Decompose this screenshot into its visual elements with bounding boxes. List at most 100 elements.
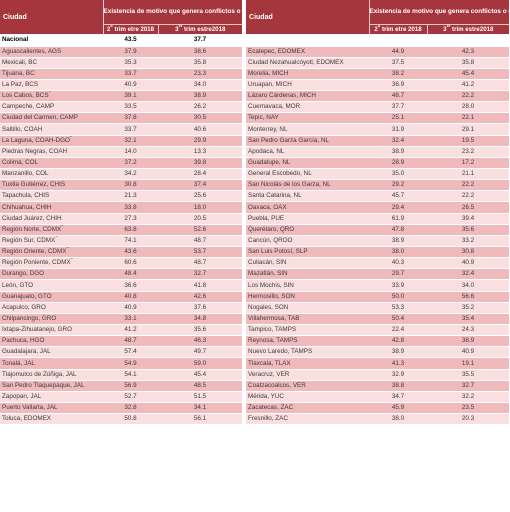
column-separator [242,291,247,303]
table-row: Puerto Vallarta, JAL 32.8 34.1 Zacatecas, Z… [0,402,510,415]
right-q2-value: 45.7 [369,190,428,203]
table-row: Tapachula, CHIS 21.3 25.6 Santa Catarina, N… [0,190,510,203]
right-q3-header: 3er trim estre2018 [426,24,510,34]
right-q3-value: 42.3 [427,46,510,58]
column-separator [242,346,247,359]
right-city-name: Tampico, TAMPS [246,324,370,337]
column-separator [242,402,247,415]
right-city-name: Nuevo Laredo, TAMPS [246,346,370,359]
right-q2-value: 61.9 [369,213,428,225]
right-q2-value: 50.0 [369,291,428,303]
city-name-text: Cuernavaca, MOR [248,103,301,111]
national-right-blank [427,34,510,47]
column-separator [242,335,247,348]
left-q2-header: 2o trim etre 2018 [102,24,158,34]
table-row: Zapopan, JAL 52.7 51.5 Mérida, YUC 34.7 32.2 [0,391,510,404]
city-name-text: Coatzacoalcos, VER [248,381,306,389]
table-row: Ixtapa-Zihuatanejo, GRO 41.2 35.6 Tampico, … [0,324,510,337]
table-row: Región Poniente, CDMX6 60.6 48.7 Culiacán, … [0,257,510,270]
conflict-motive-table: Ciudad Existencia de motivo que genera c… [0,0,510,426]
left-q2-value: 32.8 [103,402,158,415]
left-q3-value: 53.7 [158,246,243,259]
left-q3-value: 48.7 [158,235,243,248]
left-city-name: Chihuahua, CHIH [0,201,103,214]
left-city-name: La Laguna, COAH-DGO2 [0,135,103,147]
right-q3-value: 19.5 [427,135,510,147]
left-q2-value: 40.8 [103,291,158,303]
national-right-blank [369,34,428,47]
city-name-text: Nogales, SON [248,303,289,311]
city-name-text: Tlajomulco de Zúñiga, JAL [2,370,77,378]
city-name-text: Apodaca, NL [248,147,285,155]
left-q3-value: 34.8 [158,313,243,326]
right-city-name: Los Mochis, SIN [246,279,370,292]
left-q2-value: 56.9 [103,380,158,392]
table-row: San Pedro Tlaquepaque, JAL 56.9 48.5 Coatza… [0,380,510,392]
city-name-text: Aguascalientes, AGS [2,47,62,55]
column-separator [242,302,247,314]
right-q3-value: 35.4 [427,313,510,326]
right-q2-value: 40.3 [369,257,428,270]
column-separator [242,313,247,326]
table-row: Guanajuato, GTO 40.8 42.6 Hermosillo, SON 50… [0,291,510,303]
right-city-name: Mérida, YUC [246,391,370,404]
right-q2-value: 45.9 [369,402,428,415]
right-q3-value: 30.8 [427,246,510,259]
right-q3-value: 35.8 [427,57,510,69]
city-name-text: Morelia, MICH [248,69,289,77]
column-separator [242,168,247,181]
column-separator [242,123,247,136]
right-q3-value: 56.6 [427,291,510,303]
right-q3-value: 35.5 [427,369,510,381]
table-row: La Laguna, COAH-DGO2 32.1 29.9 San Pedro Ga… [0,135,510,147]
left-city-name: Campeche, CAMP [0,101,103,114]
city-name-text: San Pedro Garza García, NL [248,136,329,144]
right-q3-value: 32.7 [427,380,510,392]
city-name-text: Uruapan, MICH [248,80,292,88]
column-separator [242,79,247,92]
city-name-text: Tuxtla Gutiérrez, CHIS [2,181,66,189]
table-row: Tlajomulco de Zúñiga, JAL 54.1 45.4 Veracru… [0,369,510,381]
left-q2-value: 37.9 [103,46,158,58]
column-separator [242,257,247,270]
city-name-text: San Luis Potosí, SLP [248,248,308,256]
left-q3-value: 34.0 [158,79,243,92]
left-q2-value: 21.3 [103,190,158,203]
left-city-name: Los Cabos, BCS1 [0,90,103,103]
left-city-name: Ciudad Juárez, CHIH [0,213,103,225]
right-city-name: Reynosa, TAMPS [246,335,370,348]
left-q3-value: 51.5 [158,391,243,404]
city-name-text: San Nicolás de los Garza, NL [248,181,331,189]
right-q3-value: 35.2 [427,302,510,314]
left-city-name: Saltillo, COAH [0,123,103,136]
left-q2-value: 74.1 [103,235,158,248]
right-city-name: Uruapan, MICH [246,79,370,92]
right-q2-value: 38.9 [369,235,428,248]
city-name-text: Guadalajara, JAL [2,348,51,356]
column-separator [242,357,247,370]
right-q2-value: 38.0 [369,246,428,259]
table-row: Colima, COL 37.2 39.8 Guadalupe, NL 28.9 17.2 [0,157,510,170]
column-separator [242,112,247,125]
right-city-name: Querétaro, QRO [246,224,370,236]
column-separator [242,190,247,203]
left-city-name: Ixtapa-Zihuatanejo, GRO [0,324,103,337]
right-q2-value: 41.3 [369,357,428,370]
right-q2-value: 37.7 [369,101,428,114]
left-q3-value: 40.6 [158,123,243,136]
right-q3-value: 33.2 [427,235,510,248]
left-city-name: Zapopan, JAL [0,391,103,404]
left-q3-value: 34.1 [158,402,243,415]
left-q2-value: 57.4 [103,346,158,359]
left-city-name: Pachuca, HGO [0,335,103,348]
right-city-name: Zacatecas, ZAC [246,402,370,415]
right-q2-value: 36.9 [369,79,428,92]
right-q2-value: 38.8 [369,380,428,392]
left-q2-value: 35.3 [103,57,158,69]
left-q2-value: 39.1 [103,90,158,103]
city-name-text: Ecatepec, EDOMEX [248,47,306,55]
table-row: Toluca, EDOMEX 50.8 56.1 Fresnillo, ZAC 38.0… [0,413,510,426]
left-q3-value: 38.9 [158,90,243,103]
city-name-text: Guanajuato, GTO [2,292,52,300]
right-city-name: Coatzacoalcos, VER [246,380,370,392]
